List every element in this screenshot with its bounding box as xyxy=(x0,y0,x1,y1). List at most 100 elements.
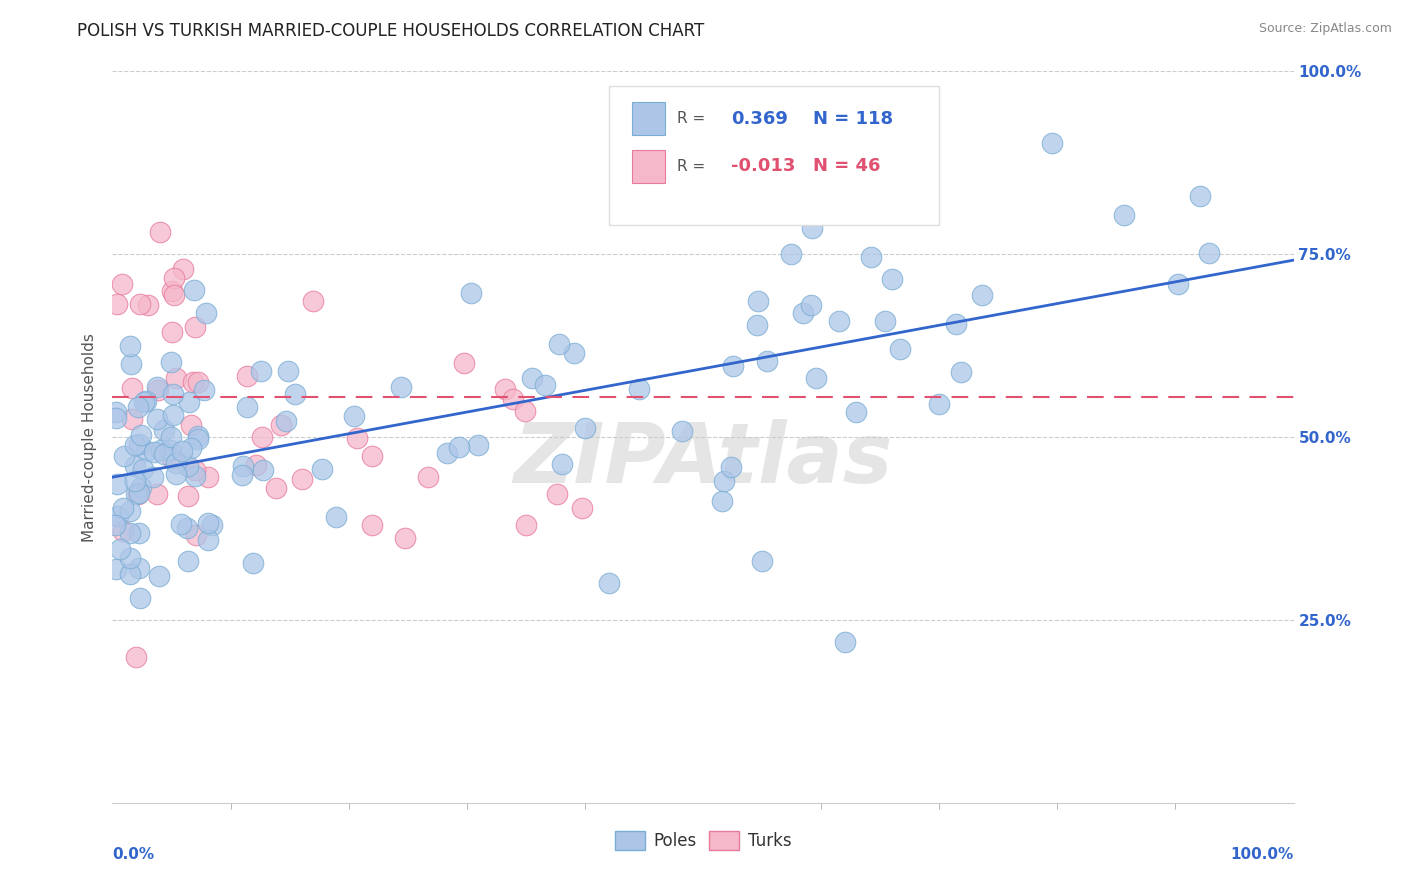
Point xyxy=(235,400,257,414)
Point xyxy=(153,423,176,437)
Point xyxy=(416,469,439,483)
Point xyxy=(121,412,143,426)
Point xyxy=(177,553,200,567)
Point xyxy=(250,430,273,444)
Point xyxy=(125,487,148,501)
Point xyxy=(105,405,128,419)
Point xyxy=(201,518,224,533)
Point xyxy=(792,306,814,320)
Point xyxy=(197,516,219,530)
Point xyxy=(801,220,824,235)
Text: -0.013: -0.013 xyxy=(731,158,796,176)
Point xyxy=(447,440,470,454)
Point xyxy=(187,432,209,446)
Point xyxy=(184,320,207,334)
Point xyxy=(118,526,141,541)
Point xyxy=(721,359,744,373)
Point xyxy=(834,635,856,649)
Point xyxy=(747,293,769,308)
Point xyxy=(1198,245,1220,260)
Point xyxy=(170,516,193,531)
Point xyxy=(1188,188,1211,202)
Point xyxy=(124,474,146,488)
Point xyxy=(128,486,150,500)
Point xyxy=(467,438,489,452)
Point xyxy=(149,442,172,457)
Text: 0.0%: 0.0% xyxy=(112,847,155,862)
Point xyxy=(284,387,307,401)
Point xyxy=(1042,136,1064,151)
Point xyxy=(135,443,157,458)
Point xyxy=(713,474,735,488)
Point xyxy=(129,480,152,494)
Point xyxy=(197,470,219,484)
Text: 0.369: 0.369 xyxy=(731,110,789,128)
Point xyxy=(159,355,181,369)
Point xyxy=(142,469,165,483)
Point xyxy=(165,371,187,385)
Point xyxy=(598,576,620,591)
Point xyxy=(105,297,128,311)
Point xyxy=(875,314,897,328)
Point xyxy=(180,418,202,433)
Point xyxy=(184,528,207,542)
Point xyxy=(136,298,159,312)
Point xyxy=(128,560,150,574)
Point xyxy=(120,357,142,371)
Point xyxy=(250,364,273,378)
Point xyxy=(118,339,141,353)
Point xyxy=(270,417,292,432)
Point xyxy=(163,287,186,301)
Point xyxy=(343,409,366,424)
Point xyxy=(780,247,803,261)
Text: N = 118: N = 118 xyxy=(813,110,893,128)
Text: R =: R = xyxy=(678,159,710,174)
Point xyxy=(145,487,167,501)
Text: POLISH VS TURKISH MARRIED-COUPLE HOUSEHOLDS CORRELATION CHART: POLISH VS TURKISH MARRIED-COUPLE HOUSEHO… xyxy=(77,22,704,40)
Point xyxy=(242,556,264,570)
Point xyxy=(711,494,734,508)
Point xyxy=(245,458,267,472)
Point xyxy=(197,533,219,547)
Point xyxy=(172,261,194,276)
Point xyxy=(346,431,368,445)
Text: R =: R = xyxy=(678,112,710,127)
Text: ZIPAtlas: ZIPAtlas xyxy=(513,418,893,500)
Point xyxy=(105,476,128,491)
Point xyxy=(266,481,288,495)
Point xyxy=(121,381,143,395)
Point xyxy=(163,271,186,285)
Point xyxy=(148,569,170,583)
Point xyxy=(177,489,200,503)
Point xyxy=(110,542,132,557)
Y-axis label: Married-couple Households: Married-couple Households xyxy=(82,333,97,541)
Point xyxy=(453,356,475,370)
Point xyxy=(104,517,127,532)
Point xyxy=(360,449,382,463)
Point xyxy=(183,469,205,483)
Point xyxy=(111,524,134,538)
Point xyxy=(277,364,299,378)
Point xyxy=(183,375,205,389)
Point xyxy=(193,383,215,397)
Point xyxy=(146,383,169,397)
Point xyxy=(143,445,166,459)
Point xyxy=(747,318,769,332)
Point xyxy=(160,325,183,339)
Point xyxy=(494,382,516,396)
Point xyxy=(159,442,181,457)
Point xyxy=(129,427,152,442)
Point xyxy=(361,517,384,532)
Point xyxy=(160,284,183,298)
Point xyxy=(160,430,183,444)
Point xyxy=(231,467,253,482)
Point xyxy=(232,458,254,473)
Bar xyxy=(633,103,665,136)
Point xyxy=(165,456,187,470)
Point xyxy=(562,346,585,360)
Point xyxy=(124,438,146,452)
Point xyxy=(105,411,128,425)
Point xyxy=(128,437,150,451)
Point xyxy=(628,382,651,396)
Point xyxy=(132,395,155,409)
